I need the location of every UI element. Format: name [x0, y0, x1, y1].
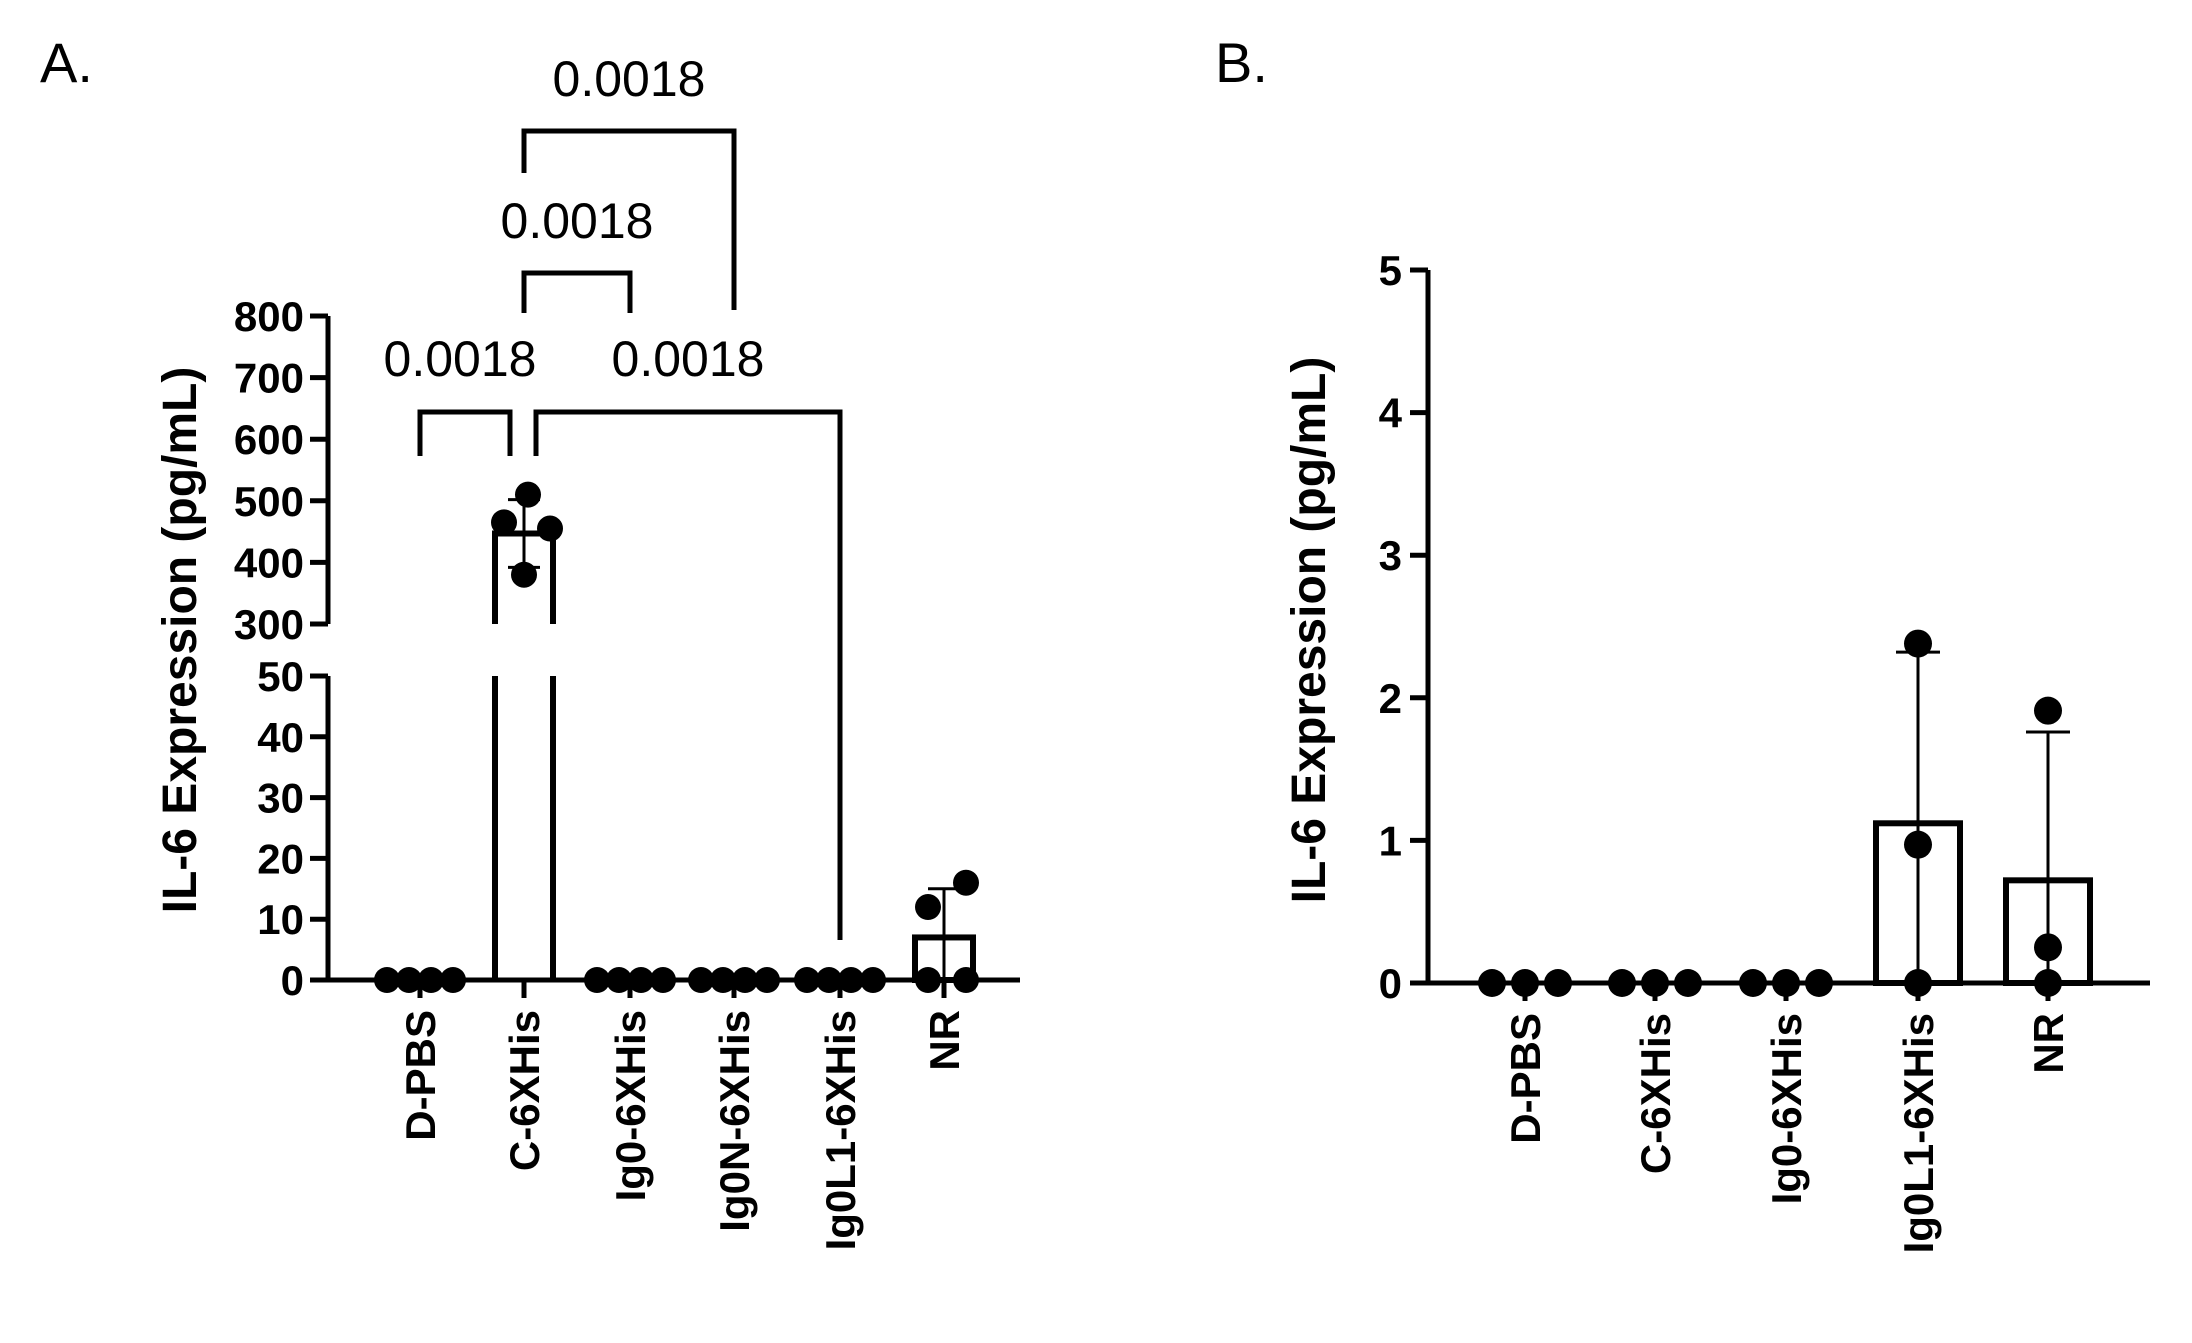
panel-b-y-tick-label: 0 [1379, 960, 1402, 1007]
panel-a-data-point [688, 967, 714, 993]
panel-a-category-label: D-PBS [397, 1010, 444, 1141]
panel-a-data-point [628, 967, 654, 993]
panel-a-data-point [491, 509, 517, 536]
panel-b-data-point [1739, 969, 1767, 997]
panel-a-p-value: 0.0018 [384, 331, 537, 387]
panel-a-significance-bracket [521, 270, 633, 313]
panel-b-y-tick-label: 1 [1379, 817, 1402, 864]
panel-a-data-point [915, 894, 941, 921]
panel-a-y-tick-label: 50 [257, 653, 304, 700]
panel-a-data-point [396, 967, 422, 993]
panel-a-p-value: 0.0018 [553, 51, 706, 107]
panel-b-data-point [1511, 969, 1539, 997]
panel-a-y-tick-label: 40 [257, 714, 304, 761]
panel-a-label: A. [40, 31, 93, 94]
panel-a-data-point [418, 967, 444, 993]
panel-b-data-point [1904, 830, 1932, 859]
panel-b-category-label: D-PBS [1502, 1013, 1549, 1144]
panel-a-data-point [915, 967, 941, 993]
panel-a-y-tick-label: 300 [234, 601, 304, 648]
panel-b-data-point [1904, 629, 1932, 658]
panel-b-y-tick-label: 4 [1379, 390, 1403, 437]
panel-a-y-tick-label: 20 [257, 835, 304, 882]
panel-a-data-point [584, 967, 610, 993]
panel-a-category-label: C-6XHis [501, 1010, 548, 1171]
panel-b-category-label: C-6XHis [1632, 1013, 1679, 1174]
panel-a-data-point [537, 515, 563, 542]
panel-b-category-label: Ig0L1-6XHis [1895, 1013, 1942, 1253]
panel-a-data-point [953, 967, 979, 993]
panel-a-data-point [816, 967, 842, 993]
panel-a-data-point [650, 967, 676, 993]
panel-a-data-point [515, 481, 541, 508]
panel-b-y-axis-title: IL-6 Expression (pg/mL) [1283, 357, 1336, 904]
panel-a-plot: 0 10 20 30 40 50 300 400 500 600 700 800 D-PBS C-6XHi… [234, 51, 1020, 1250]
panel-b-data-point [1805, 969, 1833, 997]
panel-b-plot: 0 1 2 3 4 5 D-PBS C-6XHis Ig0-6XHis Ig0L1-6XHis NR [1379, 247, 2150, 1253]
panel-a-data-point [754, 967, 780, 993]
panel-a-category-label: NR [921, 1010, 968, 1071]
panel-b-y-tick-label: 2 [1379, 675, 1402, 722]
panel-a-category-label: Ig0N-6XHis [711, 1010, 758, 1232]
panel-a-data-point [710, 967, 736, 993]
panel-a-category-label: Ig0-6XHis [607, 1010, 654, 1201]
panel-b-data-point [1608, 969, 1636, 997]
panel-a-data-point [374, 967, 400, 993]
panel-b-data-point [2034, 933, 2062, 962]
panel-b-data-point [1641, 969, 1669, 997]
panel-a-y-tick-label: 400 [234, 539, 304, 586]
panel-b-data-point [1544, 969, 1572, 997]
panel-a-data-point [606, 967, 632, 993]
panel-b-label: B. [1215, 31, 1268, 94]
panel-b-data-point [1674, 969, 1702, 997]
panel-a-data-point [838, 967, 864, 993]
panel-b-y-tick-label: 5 [1379, 247, 1402, 294]
panel-a-y-tick-label: 0 [281, 957, 304, 1004]
panel-a-y-tick-label: 700 [234, 355, 304, 402]
panel-a-y-axis-title: IL-6 Expression (pg/mL) [154, 367, 207, 914]
panel-a-p-value: 0.0018 [501, 193, 654, 249]
panel-a-y-tick-label: 600 [234, 416, 304, 463]
panel-a-data-point [860, 967, 886, 993]
panel-b-y-tick-label: 3 [1379, 532, 1402, 579]
panel-a-data-point [794, 967, 820, 993]
panel-a-p-value: 0.0018 [612, 331, 765, 387]
panel-a-data-point [732, 967, 758, 993]
panel-b-data-point [2034, 969, 2062, 997]
panel-a-data-point [511, 561, 537, 588]
panel-a-significance-bracket [533, 409, 843, 940]
panel-b-data-point [2034, 696, 2062, 725]
panel-a-data-point [440, 967, 466, 993]
panel-a-significance-bracket [521, 128, 737, 310]
panel-b-data-point [1478, 969, 1506, 997]
panel-a-y-tick-label: 30 [257, 775, 304, 822]
panel-a-y-tick-label: 500 [234, 478, 304, 525]
panel-a-significance-bracket [417, 409, 513, 456]
panel-b-category-label: NR [2025, 1013, 2072, 1074]
panel-a-category-label: Ig0L1-6XHis [817, 1010, 864, 1250]
panel-b-category-label: Ig0-6XHis [1763, 1013, 1810, 1204]
panel-a-data-point [953, 869, 979, 896]
panel-b-data-point [1904, 969, 1932, 997]
panel-a-y-tick-label: 800 [234, 293, 304, 340]
panel-b-data-point [1772, 969, 1800, 997]
panel-a-y-tick-label: 10 [257, 896, 304, 943]
